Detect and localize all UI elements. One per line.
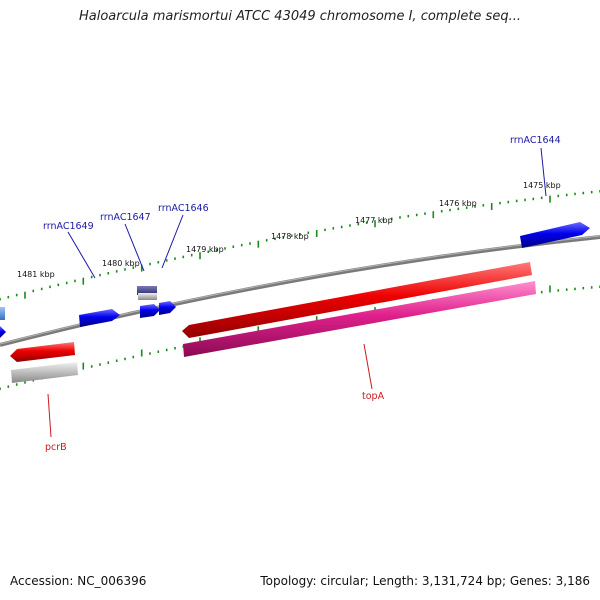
gene-rrnAC1649[interactable] <box>79 309 120 327</box>
label-topA[interactable]: topA <box>362 391 385 402</box>
scale-label-1481: 1481 kbp <box>17 270 55 279</box>
label-pcrB[interactable]: pcrB <box>45 442 67 453</box>
scale-label-1476: 1476 kbp <box>439 199 477 208</box>
scale-label-1477: 1477 kbp <box>355 216 393 225</box>
leader-rrnAC1644 <box>540 147 547 197</box>
label-rrnAC1647[interactable]: rrnAC1647 <box>100 212 151 223</box>
label-rrnAC1644[interactable]: rrnAC1644 <box>510 135 561 146</box>
scale-label-1478: 1478 kbp <box>271 232 309 241</box>
gene-rrnAC1644[interactable] <box>520 222 590 248</box>
gene-pcrB-rna[interactable] <box>11 362 78 383</box>
gene-topA-rna[interactable] <box>183 281 536 357</box>
label-rrnAC1646[interactable]: rrnAC1646 <box>158 203 209 214</box>
leader-rrnAC1646 <box>161 214 184 269</box>
leader-topA <box>363 343 373 390</box>
gene-topA[interactable] <box>182 262 532 338</box>
gene-rrnAC1646[interactable] <box>140 301 176 318</box>
lower-scale-ticks <box>0 285 600 390</box>
scale-label-1480: 1480 kbp <box>102 259 140 268</box>
accession-text: Accession: NC_006396 <box>10 574 147 588</box>
topology-text: Topology: circular; Length: 3,131,724 bp… <box>260 574 590 588</box>
leader-rrnAC1647 <box>124 223 145 272</box>
scale-label-1475: 1475 kbp <box>523 181 561 190</box>
leader-pcrB <box>47 393 52 438</box>
scale-label-1479: 1479 kbp <box>186 245 224 254</box>
map-title: Haloarcula marismortui ATCC 43049 chromo… <box>79 9 521 24</box>
gene-left-edge-blue[interactable] <box>0 307 6 338</box>
label-rrnAC1649[interactable]: rrnAC1649 <box>43 221 94 232</box>
upper-scale-ticks <box>0 190 600 301</box>
leader-rrnAC1649 <box>67 231 96 279</box>
gene-rrnAC1647[interactable] <box>137 286 157 300</box>
gene-pcrB[interactable] <box>10 342 75 362</box>
